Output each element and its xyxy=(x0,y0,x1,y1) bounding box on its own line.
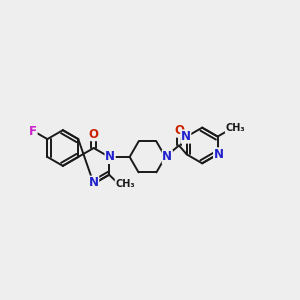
Text: O: O xyxy=(174,124,184,137)
Text: CH₃: CH₃ xyxy=(225,123,245,133)
Text: F: F xyxy=(29,125,37,139)
Text: N: N xyxy=(89,176,99,189)
Text: O: O xyxy=(89,128,99,141)
Text: N: N xyxy=(214,148,224,161)
Text: N: N xyxy=(181,130,191,143)
Text: N: N xyxy=(162,150,172,164)
Text: CH₃: CH₃ xyxy=(115,179,135,189)
Text: N: N xyxy=(105,150,115,164)
